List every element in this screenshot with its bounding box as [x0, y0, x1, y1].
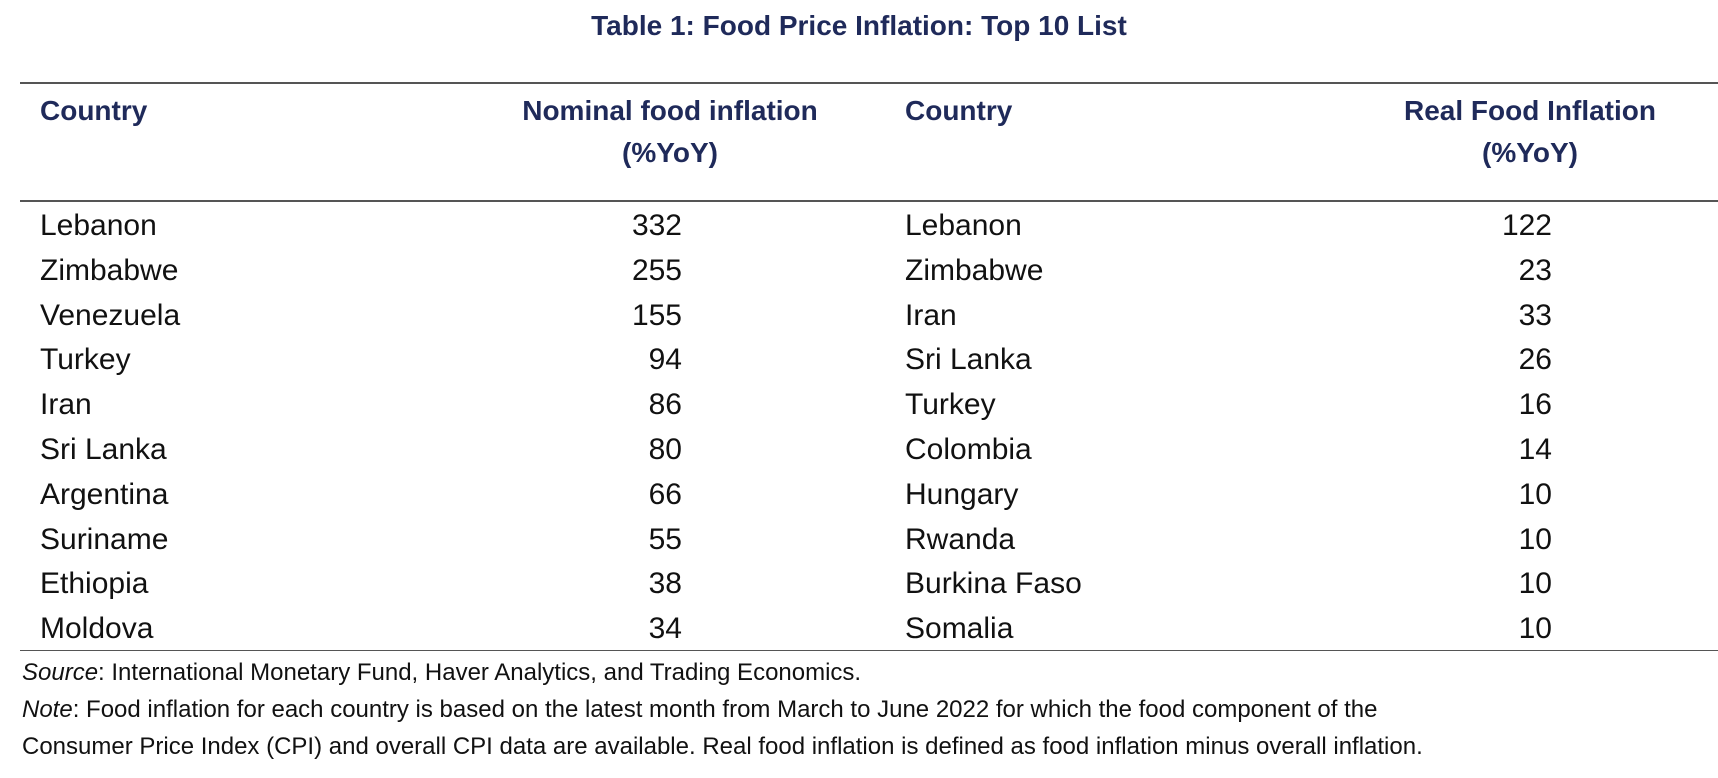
bottom-rule	[20, 650, 1718, 651]
note-line-1: Note: Food inflation for each country is…	[22, 691, 1712, 728]
real-country-cell: Hungary	[905, 477, 1019, 511]
nominal-country-cell: Zimbabwe	[40, 253, 179, 287]
real-country-cell: Turkey	[905, 388, 996, 422]
real-country-cell: Somalia	[905, 612, 1014, 646]
real-country-cell: Zimbabwe	[905, 253, 1044, 287]
nominal-country-cell: Suriname	[40, 522, 169, 556]
table-body: Lebanon 332 Lebanon 122 Zimbabwe 255 Zim…	[0, 204, 1718, 652]
nominal-value-cell: 38	[648, 567, 682, 601]
nominal-value-cell: 155	[631, 298, 682, 332]
table-row: Suriname 55 Rwanda 10	[0, 518, 1718, 563]
table-row: Argentina 66 Hungary 10	[0, 473, 1718, 518]
header-nominal-line2: (%YoY)	[622, 137, 718, 168]
table-row: Ethiopia 38 Burkina Faso 10	[0, 562, 1718, 607]
real-value-cell: 10	[1518, 522, 1552, 556]
table-row: Moldova 34 Somalia 10	[0, 607, 1718, 652]
nominal-value-cell: 66	[648, 477, 682, 511]
nominal-country-cell: Sri Lanka	[40, 432, 167, 466]
top-rule	[20, 82, 1718, 84]
source-note: Source: International Monetary Fund, Hav…	[22, 654, 1712, 691]
real-value-cell: 10	[1518, 567, 1552, 601]
nominal-country-cell: Lebanon	[40, 209, 157, 242]
nominal-value-cell: 55	[648, 522, 682, 556]
nominal-value-cell: 34	[648, 612, 682, 646]
real-value-cell: 26	[1518, 343, 1552, 377]
source-text: : International Monetary Fund, Haver Ana…	[98, 659, 862, 686]
note-label: Note	[22, 696, 73, 723]
real-value-cell: 14	[1518, 432, 1552, 466]
real-country-cell: Sri Lanka	[905, 343, 1032, 377]
nominal-value-cell: 86	[648, 388, 682, 422]
real-country-cell: Burkina Faso	[905, 567, 1082, 601]
nominal-value-cell: 94	[648, 343, 682, 377]
table-title: Table 1: Food Price Inflation: Top 10 Li…	[591, 10, 1127, 41]
note-line-2: Consumer Price Index (CPI) and overall C…	[22, 733, 1423, 760]
header-nominal-line1: Nominal food inflation	[522, 95, 818, 126]
nominal-value-cell: 332	[631, 209, 682, 242]
header-rule	[20, 200, 1718, 202]
real-country-cell: Iran	[905, 298, 957, 332]
table-row: Sri Lanka 80 Colombia 14	[0, 428, 1718, 473]
header-real-line2: (%YoY)	[1482, 137, 1578, 168]
nominal-value-cell: 80	[648, 432, 682, 466]
source-label: Source	[22, 659, 99, 686]
nominal-country-cell: Ethiopia	[40, 567, 149, 601]
real-country-cell: Rwanda	[905, 522, 1016, 556]
real-country-cell: Colombia	[905, 432, 1032, 466]
table-row: Lebanon 332 Lebanon 122	[0, 204, 1718, 249]
real-value-cell: 10	[1518, 477, 1552, 511]
table-row: Iran 86 Turkey 16	[0, 383, 1718, 428]
real-value-cell: 33	[1518, 298, 1552, 332]
nominal-country-cell: Venezuela	[40, 298, 181, 332]
header-real-food-inflation: Real Food Inflation (%YoY)	[1380, 90, 1680, 174]
real-value-cell: 23	[1518, 253, 1552, 287]
header-country-real: Country	[905, 95, 1013, 126]
real-value-cell: 16	[1518, 388, 1552, 422]
nominal-country-cell: Iran	[40, 388, 92, 422]
nominal-country-cell: Turkey	[40, 343, 131, 377]
real-value-cell: 122	[1501, 209, 1552, 242]
real-value-cell: 10	[1518, 612, 1552, 646]
nominal-country-cell: Argentina	[40, 477, 169, 511]
real-country-cell: Lebanon	[905, 209, 1022, 242]
footnotes: Source: International Monetary Fund, Hav…	[22, 654, 1712, 765]
header-real-line1: Real Food Inflation	[1404, 95, 1656, 126]
nominal-country-cell: Moldova	[40, 612, 154, 646]
header-country-nominal: Country	[40, 95, 148, 126]
header-nominal-food-inflation: Nominal food inflation (%YoY)	[470, 90, 870, 174]
nominal-value-cell: 255	[631, 253, 682, 287]
table-row: Zimbabwe 255 Zimbabwe 23	[0, 249, 1718, 294]
table-row: Venezuela 155 Iran 33	[0, 294, 1718, 339]
note-text-line1: : Food inflation for each country is bas…	[72, 696, 1378, 723]
table-row: Turkey 94 Sri Lanka 26	[0, 338, 1718, 383]
